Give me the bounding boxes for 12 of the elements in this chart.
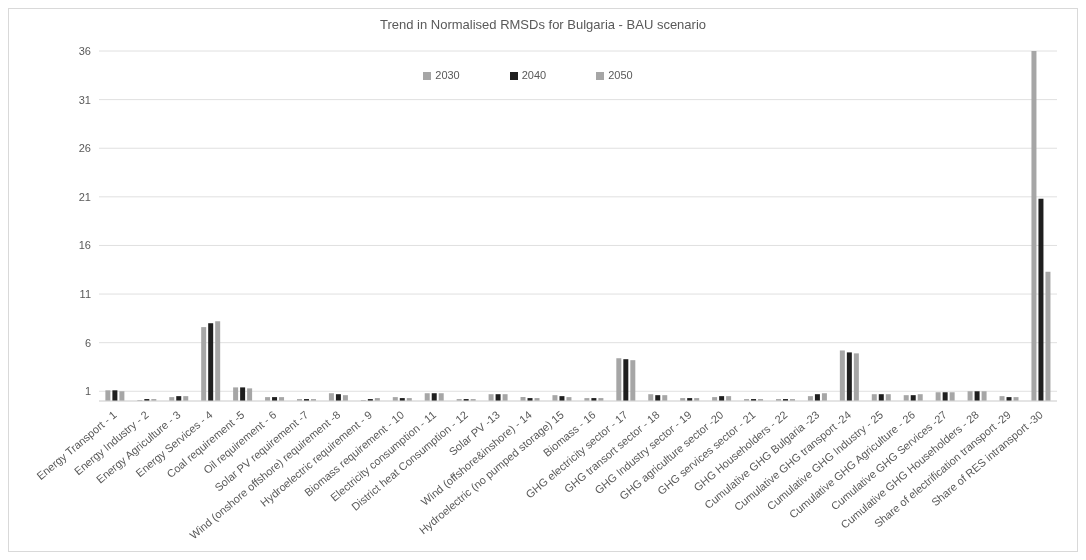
y-tick-label: 1 (84, 385, 91, 398)
legend-label: 2050 (608, 69, 633, 81)
y-tick-label: 26 (78, 142, 91, 155)
y-tick-label: 16 (78, 239, 91, 252)
y-tick-label: 21 (78, 190, 91, 203)
chart-title: Trend in Normalised RMSDs for Bulgaria - BAU scenario (378, 17, 708, 32)
legend-label: 2030 (435, 69, 460, 81)
y-tick-label: 11 (79, 287, 91, 300)
y-tick-label: 6 (84, 336, 91, 349)
legend-label: 2040 (521, 69, 547, 81)
y-tick-label: 31 (78, 93, 91, 106)
y-tick-label: 36 (78, 44, 91, 57)
